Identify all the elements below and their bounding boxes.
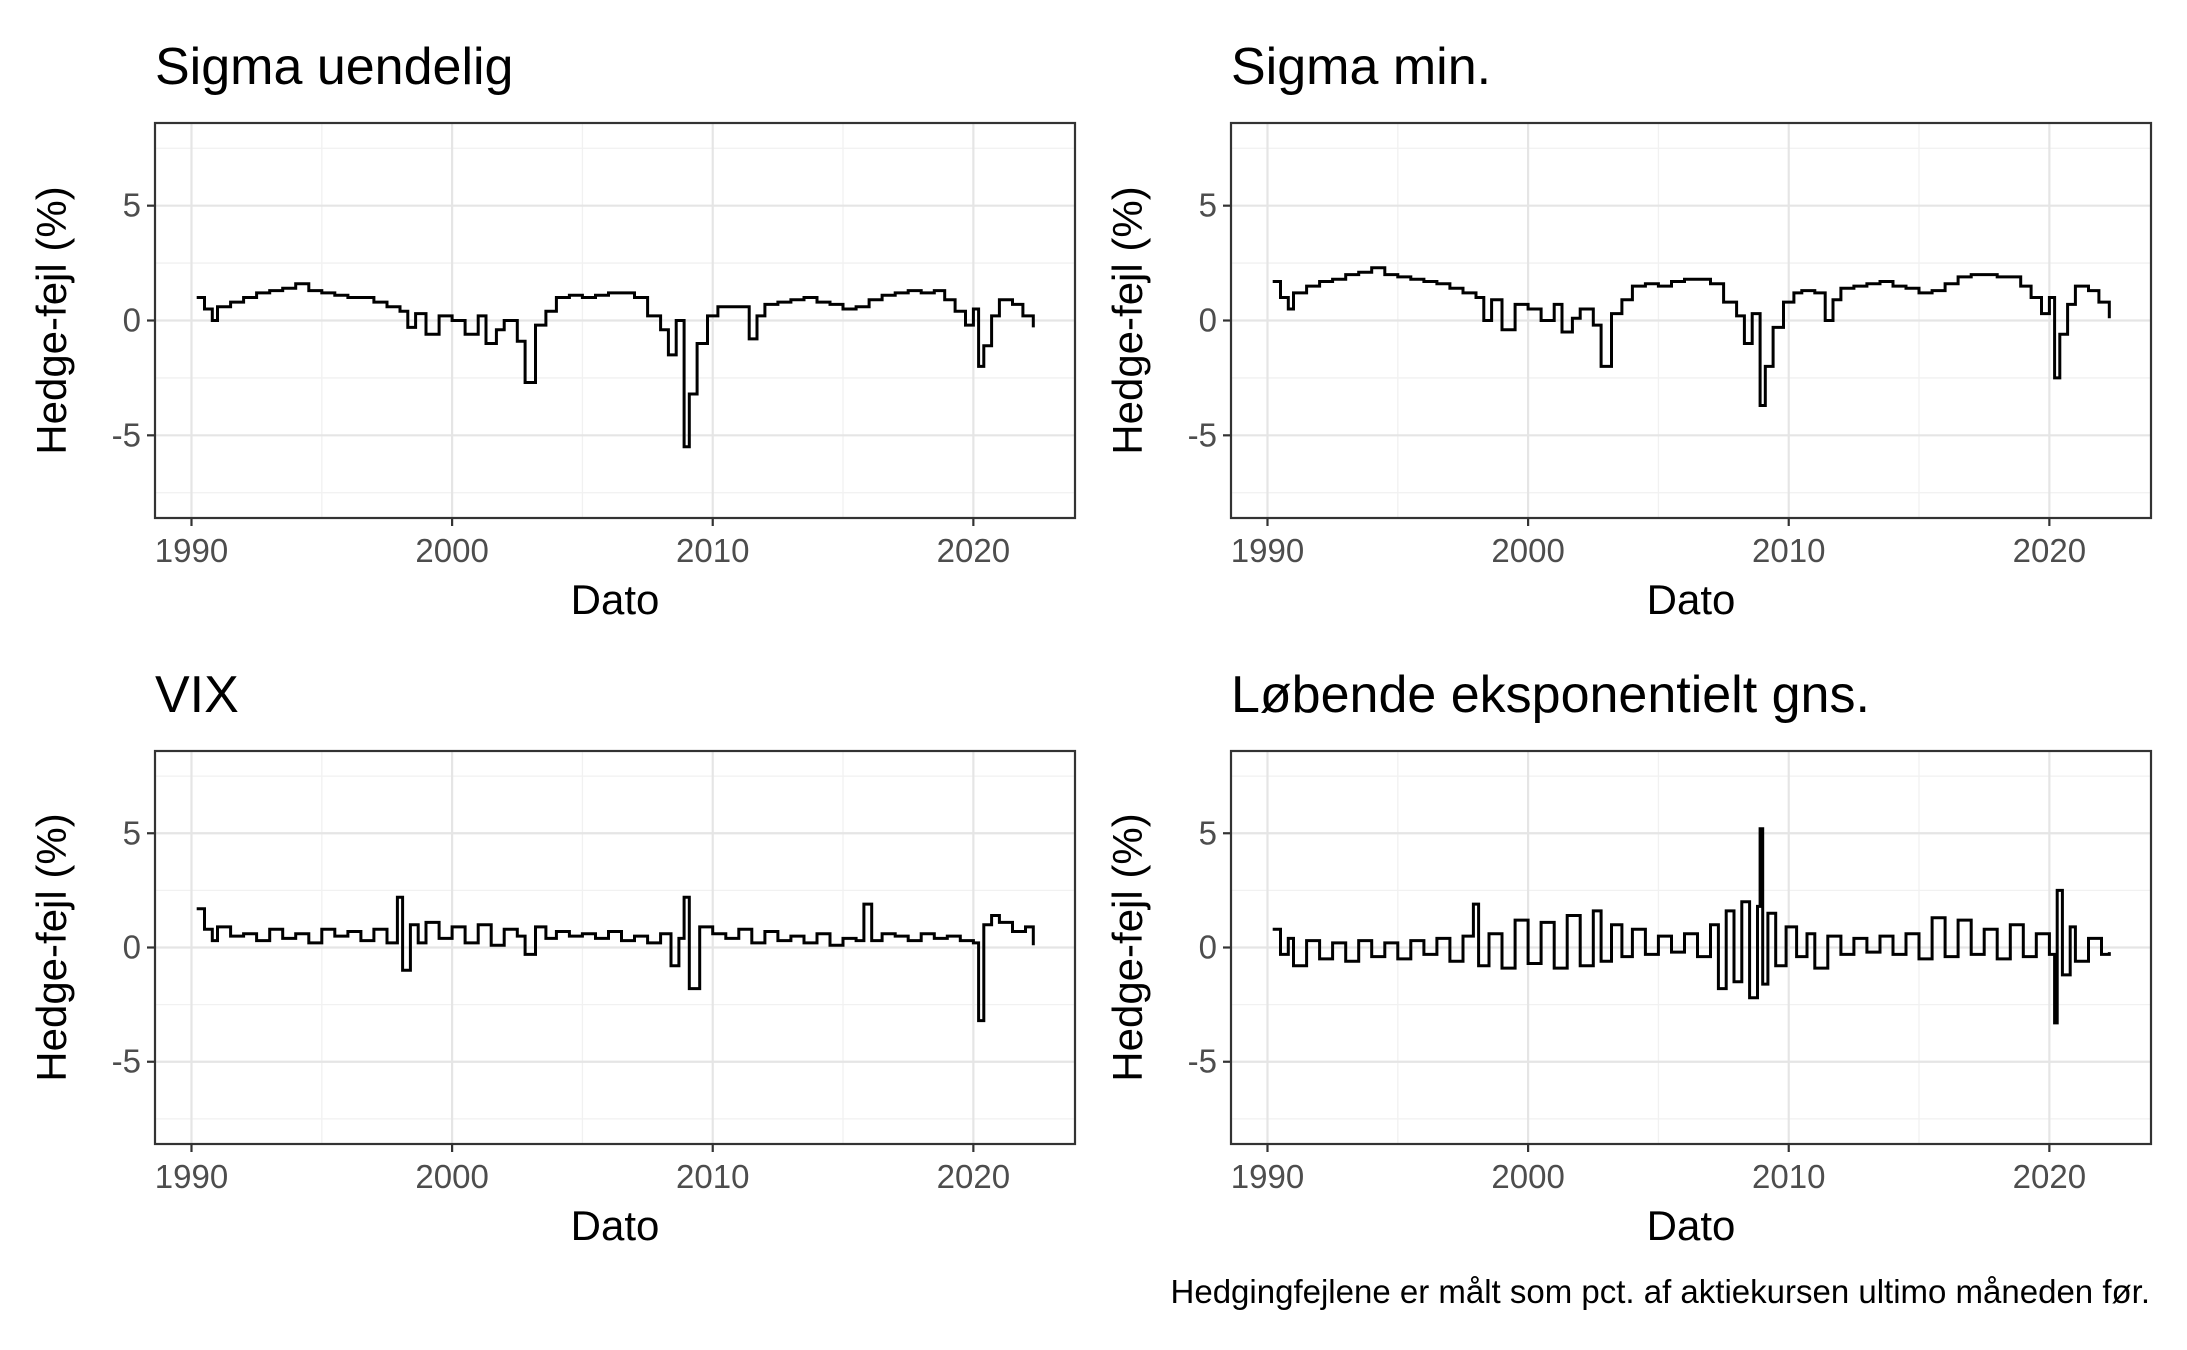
x-tick-label: 1990 xyxy=(155,1158,228,1195)
x-tick-label: 2000 xyxy=(1491,1158,1564,1195)
y-axis-title: Hedge-fejl (%) xyxy=(28,813,75,1081)
x-tick-label: 2000 xyxy=(1491,532,1564,569)
panel-3: 1990 2000 2010 2020 -5 0 5 VIX Dato Hedge-fejl (%… xyxy=(28,666,1077,1249)
y-tick-label: -5 xyxy=(1188,1043,1217,1080)
y-axis-title: Hedge-fejl (%) xyxy=(28,186,75,454)
panel-2: 1990 2000 2010 2020 -5 0 5 Sigma min. Dato Hedge-… xyxy=(1104,38,2153,623)
panel-title: Sigma uendelig xyxy=(155,38,513,96)
y-tick-label: -5 xyxy=(1188,416,1217,453)
y-tick-label: 5 xyxy=(1199,187,1217,224)
chart-panels: 1990 2000 2010 2020 -5 0 5 Sigma uendelig Dato He… xyxy=(28,38,2153,1249)
series-line-1 xyxy=(196,282,1035,449)
x-tick-label: 2020 xyxy=(2013,532,2086,569)
x-tick-label: 2000 xyxy=(415,532,488,569)
y-tick-label: 5 xyxy=(1199,814,1217,851)
x-axis-title: Dato xyxy=(571,576,660,623)
x-tick-label: 2000 xyxy=(415,1158,488,1195)
y-tick-label: -5 xyxy=(112,416,141,453)
y-tick-label: -5 xyxy=(112,1043,141,1080)
panel-title: Løbende eksponentielt gns. xyxy=(1231,666,1870,724)
y-tick-label: 0 xyxy=(123,929,141,966)
y-axis-title: Hedge-fejl (%) xyxy=(1104,813,1151,1081)
series-line-1 xyxy=(196,895,1035,1023)
x-axis-title: Dato xyxy=(1647,576,1736,623)
x-tick-label: 2010 xyxy=(1752,1158,1825,1195)
caption: Hedgingfejlene er målt som pct. af aktie… xyxy=(1171,1273,2150,1310)
y-tick-label: 0 xyxy=(1199,929,1217,966)
y-tick-label: 5 xyxy=(123,814,141,851)
series-line-1 xyxy=(1272,827,2111,1025)
y-tick-label: 0 xyxy=(123,302,141,339)
y-tick-label: 5 xyxy=(123,187,141,224)
x-tick-label: 1990 xyxy=(155,532,228,569)
x-axis-title: Dato xyxy=(1647,1202,1736,1249)
x-tick-label: 2010 xyxy=(1752,532,1825,569)
x-tick-label: 2020 xyxy=(937,532,1010,569)
y-tick-label: 0 xyxy=(1199,302,1217,339)
series-line-1 xyxy=(1272,266,2111,407)
panel-title: Sigma min. xyxy=(1231,38,1491,96)
panel-4: 1990 2000 2010 2020 -5 0 5 Løbende eksponentiel… xyxy=(1104,666,2153,1249)
x-tick-label: 2020 xyxy=(937,1158,1010,1195)
x-tick-label: 2020 xyxy=(2013,1158,2086,1195)
panel-1: 1990 2000 2010 2020 -5 0 5 Sigma uendelig Dato He… xyxy=(28,38,1077,623)
x-tick-label: 2010 xyxy=(676,532,749,569)
y-axis-title: Hedge-fejl (%) xyxy=(1104,186,1151,454)
x-tick-label: 1990 xyxy=(1231,532,1304,569)
panel-title: VIX xyxy=(155,666,239,724)
x-tick-label: 2010 xyxy=(676,1158,749,1195)
x-axis-title: Dato xyxy=(571,1202,660,1249)
x-tick-label: 1990 xyxy=(1231,1158,1304,1195)
